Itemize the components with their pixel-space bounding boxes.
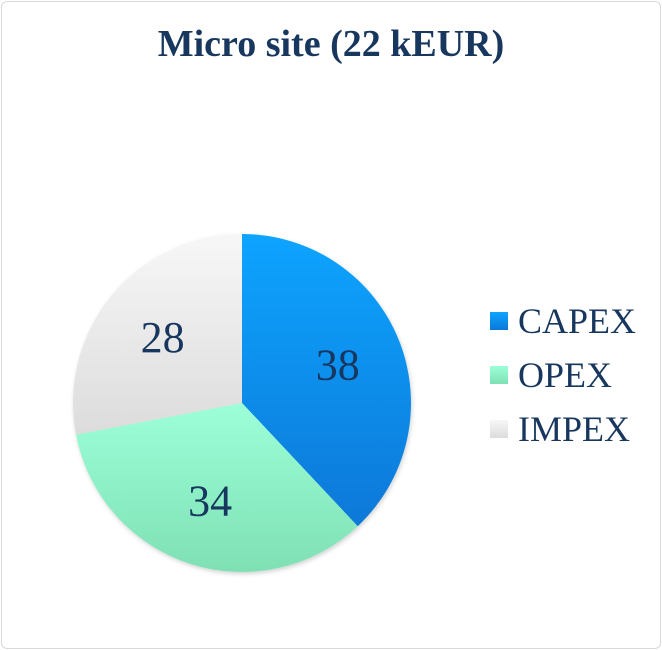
chart-title: Micro site (22 kEUR) <box>157 23 505 65</box>
data-label-opex: 34 <box>188 476 232 525</box>
legend-swatch-opex <box>490 366 508 384</box>
pie-slice-opex <box>75 403 358 572</box>
legend-item-capex: CAPEX <box>490 294 655 348</box>
pie-slice-capex <box>242 234 411 527</box>
legend-label-capex: CAPEX <box>518 301 637 341</box>
legend-swatch-capex <box>490 312 508 330</box>
legend-label-impex: IMPEX <box>518 409 631 449</box>
legend-item-opex: OPEX <box>490 348 655 402</box>
legend-item-impex: IMPEX <box>490 402 655 456</box>
legend-swatch-impex <box>490 420 508 438</box>
data-label-capex: 38 <box>316 341 360 390</box>
legend: CAPEX OPEX IMPEX <box>490 294 655 456</box>
data-label-impex: 28 <box>141 313 185 362</box>
pie-slice-impex <box>72 234 242 435</box>
legend-label-opex: OPEX <box>518 355 613 395</box>
